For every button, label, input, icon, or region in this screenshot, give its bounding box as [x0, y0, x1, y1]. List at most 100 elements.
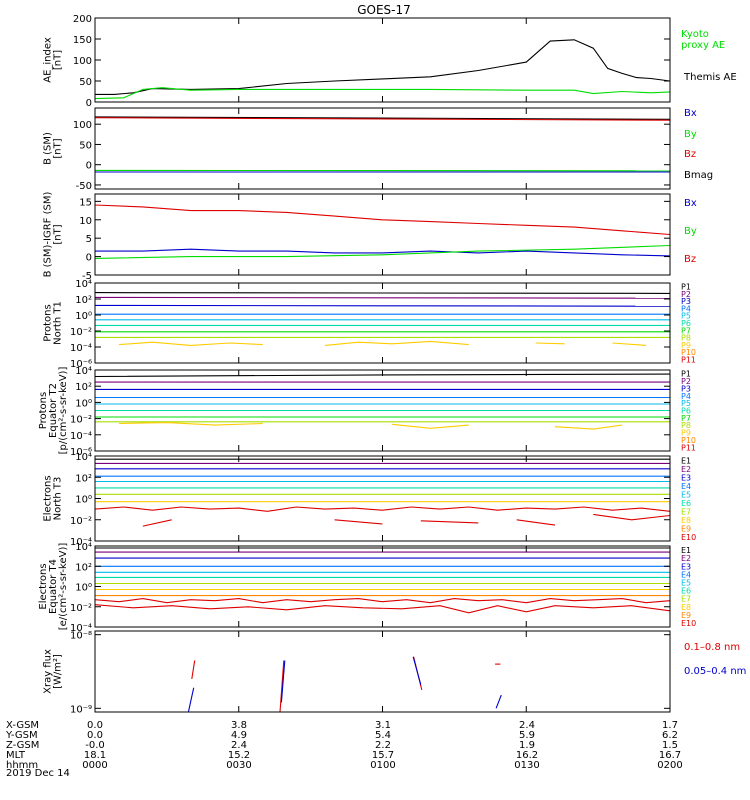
legend-entry: E5: [681, 578, 691, 587]
legend-entry: P4: [681, 304, 691, 313]
legend-entry: E3: [681, 562, 691, 571]
ephemeris-value: 0.0: [87, 730, 103, 741]
y-axis-label: ElectronsNorth T3: [43, 475, 64, 521]
y-tick-label: 100: [73, 120, 92, 131]
y-tick-label: 150: [73, 35, 92, 46]
series-line: [142, 519, 172, 527]
legend-entry: P2: [681, 377, 691, 386]
y-axis-label: ProtonsEquator T2[p/(cm²-s-sr-keV)]: [38, 367, 69, 455]
series-group: [95, 204, 670, 259]
ephemeris-value: 15.2: [228, 750, 250, 761]
series-line: [187, 687, 195, 712]
y-tick-label: 50: [79, 77, 92, 88]
series-line: [95, 204, 670, 236]
legend-entry: Bz: [684, 149, 696, 160]
series-line: [95, 116, 670, 120]
legend-entry: E4: [681, 570, 691, 579]
y-tick-label: 10: [79, 216, 92, 227]
y-axis-label: Xray flux[W/m²]: [43, 649, 64, 694]
y-tick-label: 100: [73, 56, 92, 67]
ephemeris-row-label: hhmm: [6, 760, 38, 771]
y-tick-label: 10⁴: [75, 279, 92, 290]
legend-entry: Bx: [684, 198, 697, 209]
ephemeris-value: 1.5: [662, 740, 678, 751]
plot-title: GOES-17: [357, 3, 411, 17]
legend-entry: P8: [681, 421, 691, 430]
panel-p_t1: 10⁻⁶ 10⁻⁴ 10⁻² 10⁰ 10² 10⁴ ProtonsNorth T1 P1P2…: [43, 279, 697, 370]
y-axis-label: ElectronsEquator T4[e/(cm²-s-sr-keV)]: [38, 543, 69, 631]
y-tick-label: 10²: [75, 295, 92, 306]
series-line: [95, 292, 670, 294]
panel-xray: 10⁻⁹ 10⁻⁸ Xray flux[W/m²] 0.1–0.8 nm 0.05–0.…: [43, 630, 746, 715]
series-line: [593, 513, 670, 521]
legend-entry: E4: [681, 482, 691, 491]
panel-frame: [94, 282, 671, 364]
legend-entry: Bz: [684, 254, 696, 265]
series-line: [324, 340, 469, 346]
y-tick-label: 10⁻⁴: [70, 343, 92, 354]
ephemeris-value: 5.9: [519, 730, 535, 741]
y-tick-label: 0: [86, 253, 92, 264]
legend-entry: P2: [681, 290, 691, 299]
panel-bigrf: -5 0 5 10 15 B (SM)-IGRF (SM)[nT] Bx By Bz: [43, 192, 697, 282]
series-group: [95, 116, 670, 173]
ephemeris-value: 6.2: [662, 730, 678, 741]
y-tick-label: 10⁻⁹: [70, 704, 92, 715]
y-tick-label: 10⁰: [75, 311, 92, 322]
series-line: [535, 342, 565, 345]
series-line: [420, 520, 479, 524]
legend-entry: E10: [681, 533, 696, 542]
legend-entry: P8: [681, 334, 691, 343]
ephemeris-value: -0.0: [85, 740, 105, 751]
series-line: [95, 604, 670, 614]
legend-entry: E9: [681, 524, 691, 533]
y-tick-label: 10⁴: [75, 366, 92, 377]
panel-e_t4: 10⁻⁴ 10⁻² 10⁰ 10² 10⁴ ElectronsEquator T4[e/(…: [38, 542, 696, 634]
series-line: [95, 248, 670, 257]
y-tick-label: 10⁴: [75, 452, 92, 463]
series-line: [280, 660, 286, 703]
series-line: [392, 423, 469, 429]
legend-entry: By: [684, 129, 697, 140]
series-line: [118, 422, 263, 426]
ephemeris-table: X-GSM 0.0 3.8 3.1 2.4 1.7 Y-GSM 0.0 4.9 5.4 5.9 6.2…: [5, 720, 683, 771]
ephemeris-value: 0030: [226, 760, 251, 771]
legend-entry: Bx: [684, 108, 697, 119]
date-label: 2019 Dec 14: [6, 768, 70, 779]
ephemeris-value: 0100: [370, 760, 395, 771]
panel-e_t3: 10⁻⁴ 10⁻² 10⁰ 10² 10⁴ ElectronsNorth T3 E1E2E3…: [43, 452, 697, 548]
y-tick-label: 10⁻⁶: [70, 447, 92, 458]
ephemeris-value: 2.4: [519, 720, 535, 731]
series-group: [95, 39, 670, 100]
series-line: [95, 304, 670, 307]
y-tick-label: 0: [86, 161, 92, 172]
series-line: [279, 660, 285, 712]
y-axis-label: AE_index[nT]: [43, 37, 64, 83]
ephemeris-value: 1.7: [662, 720, 678, 731]
y-tick-label: 10⁻⁶: [70, 359, 92, 370]
legend-entry: P9: [681, 429, 691, 438]
ephemeris-value: 16.2: [516, 750, 538, 761]
y-tick-label: -50: [76, 181, 92, 192]
legend-entry: 0.05–0.4 nm: [684, 666, 746, 677]
series-line: [95, 506, 670, 512]
legend-entry: E3: [681, 473, 691, 482]
series-line: [95, 244, 670, 259]
series-line: [334, 519, 383, 525]
y-tick-label: 10²: [75, 382, 92, 393]
y-tick-label: 10⁻⁸: [70, 631, 92, 642]
ephemeris-value: 16.7: [659, 750, 681, 761]
y-tick-label: 50: [79, 140, 92, 151]
legend-entry: proxy AE: [681, 40, 725, 51]
legend-entry: P10: [681, 436, 696, 445]
legend-entry: E5: [681, 490, 691, 499]
y-tick-label: 10⁻²: [70, 415, 92, 426]
ephemeris-value: 0.0: [87, 720, 103, 731]
y-tick-label: -5: [82, 271, 92, 282]
y-tick-label: 10⁻⁴: [70, 623, 92, 634]
y-tick-label: 10⁻⁴: [70, 537, 92, 548]
legend-entry: P1: [681, 283, 691, 292]
legend-entry: P7: [681, 414, 691, 423]
legend-entry: By: [684, 226, 697, 237]
